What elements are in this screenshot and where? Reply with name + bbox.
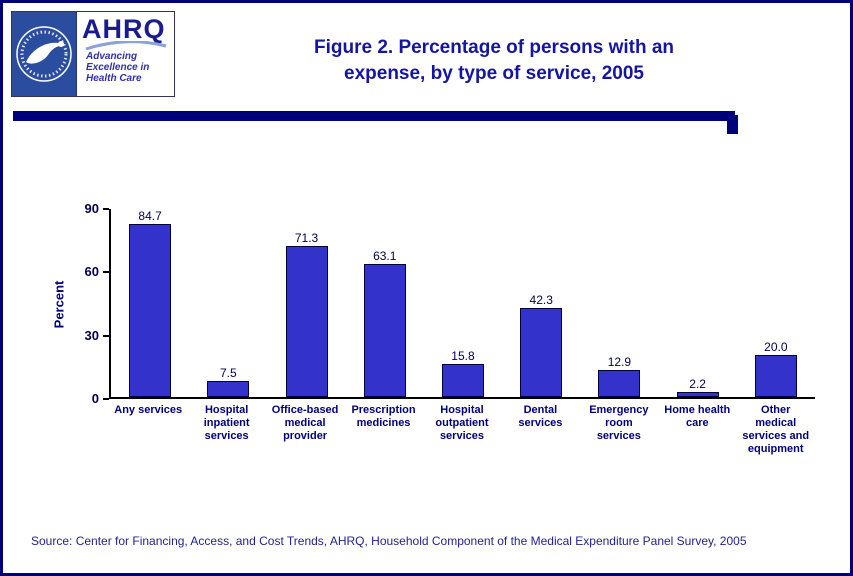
bar-column: 7.5 [189,209,267,397]
bar [676,392,719,397]
bar [520,308,563,397]
header-rule-shadow [727,115,738,134]
plot-area: 84.7 7.5 71.3 63.1 15.8 42.3 12.9 2.2 20.0 [109,209,815,399]
ahrq-swoosh-icon [85,41,167,50]
ahrq-tagline-line2: Excellence in [86,62,150,73]
bar-column: 71.3 [267,209,345,397]
y-tick-mark [103,271,109,274]
y-tick-mark [103,334,109,337]
bar-chart: Percent 0 30 60 90 84.7 7.5 71.3 63.1 15.8 42.3 1… [49,201,815,456]
bar [363,264,406,397]
ahrq-tagline-line3: Health Care [86,73,142,84]
bar [285,246,328,397]
bar-value-label: 84.7 [138,209,162,223]
category-label: Dental services [518,404,563,429]
bar-value-label: 71.3 [294,231,319,245]
category-label: Any services [114,404,183,416]
figure-title-line1: Figure 2. Percentage of persons with an [313,37,675,58]
bar-value-label: 42.3 [529,293,553,307]
bar [441,364,484,397]
bar-column: 42.3 [502,209,580,397]
bar-value-label: 2.2 [689,377,706,391]
y-axis-title: Percent [49,209,69,399]
bar-column: 20.0 [737,209,815,397]
ahrq-wordmark: AHRQ [82,14,166,44]
bar-column: 2.2 [659,209,737,397]
y-tick-label: 0 [91,391,99,406]
bar-value-label: 15.8 [451,349,475,363]
bar-value-label: 7.5 [219,366,237,380]
category-label: Emergency room services [589,404,649,442]
ahrq-tagline-line1: Advancing [86,51,138,62]
bar-value-label: 20.0 [764,340,788,354]
y-axis-title-text: Percent [51,280,67,328]
category-label: Prescription medicines [351,404,416,429]
bar [129,224,172,397]
bar [598,370,641,397]
y-tick-mark [103,398,109,400]
bar [754,355,797,397]
category-label: Hospital outpatient services [435,404,489,442]
category-label: Office-based medical provider [271,404,339,442]
y-tick-label: 60 [84,264,99,280]
bar-column: 15.8 [424,209,502,397]
category-label: Home health care [664,404,731,429]
bar-value-label: 63.1 [373,249,397,263]
bar-column: 12.9 [580,209,658,397]
y-axis: 0 30 60 90 [69,201,109,406]
category-label: Hospital inpatient services [203,404,250,442]
source-note: Source: Center for Financing, Access, an… [31,534,747,548]
figure-title: Figure 2. Percentage of persons with an … [178,35,810,87]
bar-value-label: 12.9 [607,355,632,369]
logo-box: AHRQ Advancing Excellence in Health Care [11,11,175,97]
ahrq-tagline: Advancing Excellence in Health Care [86,51,169,84]
y-tick-mark [103,208,109,210]
y-tick-label: 30 [84,327,99,343]
bar [207,381,250,397]
y-tick-label: 90 [84,201,99,216]
category-label: Other medical services and equipment [742,404,810,455]
hhs-seal-icon [12,12,76,96]
header-rule [13,111,735,121]
bar-column: 63.1 [346,209,424,397]
bar-column: 84.7 [111,209,189,397]
figure-title-line2: expense, by type of service, 2005 [344,63,644,84]
ahrq-logo: AHRQ Advancing Excellence in Health Care [76,12,174,96]
x-axis-labels: Any services Hospital inpatient services O… [109,404,815,456]
